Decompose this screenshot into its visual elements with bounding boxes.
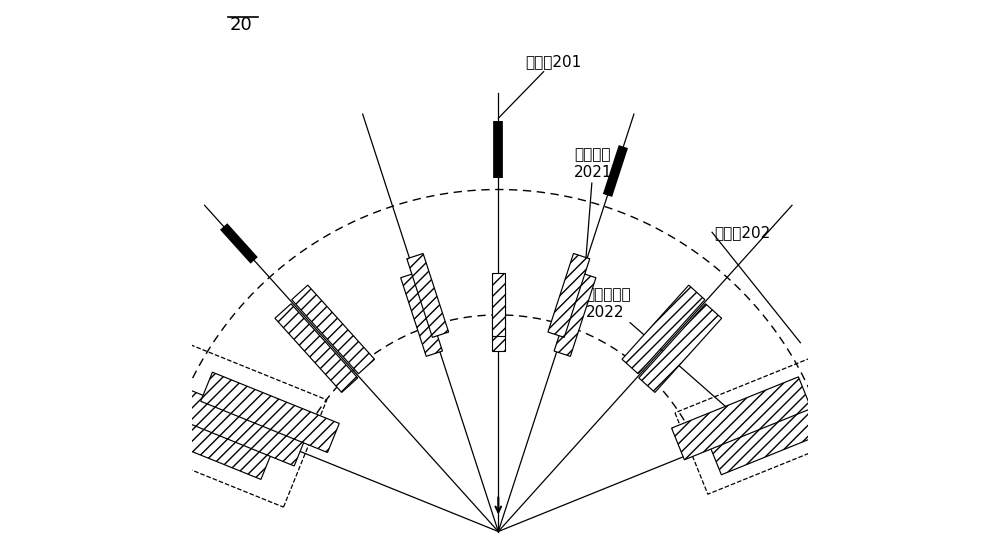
Bar — [147, 344, 327, 507]
Bar — [201, 372, 339, 453]
Text: 放射源201: 放射源201 — [498, 54, 582, 118]
Text: 终准直器组
2022: 终准直器组 2022 — [586, 287, 758, 434]
Bar — [672, 377, 811, 460]
Bar — [548, 254, 590, 337]
Bar — [492, 273, 505, 336]
Bar — [292, 285, 375, 374]
Text: 20: 20 — [229, 15, 252, 34]
Bar — [675, 358, 845, 494]
Bar — [492, 288, 505, 351]
Bar — [709, 392, 848, 475]
Text: 预准直器
2021: 预准直器 2021 — [574, 147, 613, 290]
Text: 准直器202: 准直器202 — [714, 225, 770, 240]
Bar — [622, 285, 705, 374]
Bar — [167, 386, 306, 466]
Bar — [407, 254, 449, 337]
Bar — [134, 399, 273, 480]
Bar — [639, 304, 722, 392]
Bar — [275, 304, 358, 392]
Bar — [554, 272, 596, 356]
Bar — [401, 272, 442, 356]
